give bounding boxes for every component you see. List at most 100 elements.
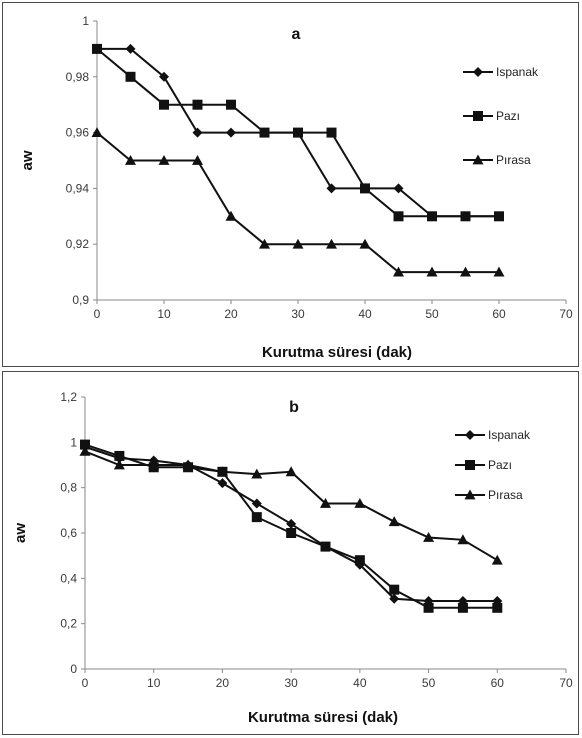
data-point-pazi bbox=[320, 541, 331, 552]
x-tick-label: 30 bbox=[291, 307, 305, 321]
data-point-pazi bbox=[389, 584, 400, 595]
y-tick-label: 0,9 bbox=[72, 293, 89, 307]
x-tick-label: 60 bbox=[491, 676, 505, 690]
series-pazi bbox=[92, 43, 504, 222]
data-point-pirasa bbox=[259, 238, 270, 249]
chart-panel-a: 0,9 0,92 0,94 0,96 0,98 1 0 10 20 30 40 50 60 70 Kurut… bbox=[2, 2, 579, 367]
data-point-pirasa bbox=[388, 516, 400, 527]
data-point-pazi bbox=[125, 71, 136, 82]
data-point-pazi bbox=[80, 439, 90, 450]
y-tick-label: 0,94 bbox=[66, 181, 90, 195]
legend-marker-pirasa bbox=[464, 489, 476, 500]
data-point-pazi bbox=[159, 99, 169, 110]
data-point-ispanak bbox=[125, 43, 136, 54]
legend-marker-ispanak bbox=[465, 430, 475, 440]
series-line-pirasa bbox=[96, 131, 499, 274]
y-tick-label: 0,4 bbox=[60, 571, 77, 585]
legend-item-pazi: Pazı bbox=[463, 109, 520, 123]
data-point-pazi bbox=[427, 211, 437, 222]
data-point-pazi bbox=[460, 211, 471, 222]
legend-item-pirasa: Pırasa bbox=[463, 153, 531, 167]
data-point-pirasa bbox=[182, 459, 194, 470]
data-point-pirasa bbox=[125, 155, 136, 165]
data-point-pazi bbox=[492, 602, 503, 613]
series-pirasa bbox=[79, 445, 503, 565]
data-point-ispanak bbox=[251, 498, 262, 509]
y-tick-label: 1 bbox=[82, 14, 89, 28]
data-point-ispanak bbox=[217, 478, 228, 489]
legend-item-ispanak: Ispanak bbox=[463, 65, 539, 79]
data-point-pirasa bbox=[113, 459, 125, 470]
x-tick-label: 40 bbox=[353, 676, 367, 690]
data-point-ispanak bbox=[226, 127, 236, 138]
chart-b-svg: 0 0,2 0,4 0,6 0,8 1 1,2 0 10 20 30 40 50 60 70 Kurutma … bbox=[12, 390, 573, 726]
x-axis-title: Kurutma süresi (dak) bbox=[248, 709, 398, 726]
data-point-pirasa bbox=[216, 466, 228, 477]
chart-panel-b: 0 0,2 0,4 0,6 0,8 1 1,2 0 10 20 30 40 50 60 70 Kurutma … bbox=[2, 371, 579, 735]
y-tick-label: 0,6 bbox=[60, 526, 77, 540]
data-point-pazi bbox=[393, 211, 404, 222]
data-point-pazi bbox=[286, 528, 297, 538]
y-tick-label: 1 bbox=[70, 435, 77, 449]
y-tick-label: 0,8 bbox=[60, 481, 77, 495]
data-point-pirasa bbox=[354, 498, 366, 508]
data-point-pirasa bbox=[158, 155, 170, 165]
x-tick-label: 10 bbox=[147, 676, 161, 690]
data-point-pirasa bbox=[292, 238, 304, 249]
data-point-pazi bbox=[360, 183, 370, 194]
y-tick-label: 0,96 bbox=[66, 126, 90, 140]
legend-label-pazi: Pazı bbox=[488, 458, 512, 472]
data-point-pazi bbox=[259, 127, 270, 138]
data-point-pirasa bbox=[426, 266, 438, 277]
data-point-pirasa bbox=[359, 238, 371, 249]
legend-label-pirasa: Pırasa bbox=[496, 153, 531, 167]
x-tick-label: 20 bbox=[224, 307, 238, 321]
legend-item-ispanak: Ispanak bbox=[455, 428, 531, 442]
data-point-pazi bbox=[293, 127, 303, 138]
data-point-pirasa bbox=[457, 534, 469, 545]
data-point-pirasa bbox=[491, 554, 503, 565]
y-tick-label: 0,92 bbox=[66, 237, 90, 251]
x-tick-label: 50 bbox=[422, 676, 436, 690]
data-point-pazi bbox=[457, 602, 468, 613]
data-point-pirasa bbox=[326, 238, 337, 249]
x-tick-label: 70 bbox=[559, 676, 573, 690]
y-tick-label: 0,98 bbox=[66, 70, 90, 84]
data-point-pirasa bbox=[393, 266, 404, 277]
data-point-pirasa bbox=[423, 532, 435, 542]
legend-marker-pirasa bbox=[472, 154, 484, 165]
data-point-ispanak bbox=[286, 518, 297, 529]
x-tick-label: 0 bbox=[82, 676, 89, 690]
legend-marker-ispanak bbox=[473, 67, 483, 77]
x-tick-label: 70 bbox=[559, 307, 573, 321]
y-tick-label: 0,2 bbox=[60, 617, 77, 631]
data-point-pazi bbox=[192, 99, 203, 110]
data-point-pazi bbox=[354, 555, 365, 566]
legend-marker-pazi bbox=[465, 460, 475, 470]
y-axis-title: aw bbox=[19, 150, 36, 170]
x-axis-title: Kurutma süresi (dak) bbox=[262, 344, 412, 361]
data-point-pazi bbox=[114, 450, 125, 461]
y-axis-title: aw bbox=[12, 523, 29, 543]
data-point-pazi bbox=[226, 99, 236, 110]
legend-item-pazi: Pazı bbox=[455, 458, 512, 472]
data-point-ispanak bbox=[389, 593, 400, 604]
x-tick-label: 50 bbox=[425, 307, 439, 321]
data-point-pazi bbox=[423, 602, 434, 613]
x-tick-label: 0 bbox=[94, 307, 101, 321]
legend-marker-pazi bbox=[473, 111, 483, 121]
data-point-pazi bbox=[251, 512, 262, 523]
x-tick-label: 10 bbox=[157, 307, 171, 321]
data-point-pirasa bbox=[79, 445, 91, 456]
data-point-pirasa bbox=[320, 498, 331, 508]
data-point-ispanak bbox=[192, 127, 203, 138]
legend-item-pirasa: Pırasa bbox=[455, 488, 523, 502]
legend-label-ispanak: Ispanak bbox=[488, 428, 531, 442]
data-point-pirasa bbox=[251, 468, 263, 479]
legend-label-pirasa: Pırasa bbox=[488, 488, 523, 502]
panel-label: a bbox=[292, 26, 301, 43]
panel-label: b bbox=[289, 399, 299, 416]
data-point-pirasa bbox=[493, 266, 505, 277]
data-point-pirasa bbox=[148, 459, 160, 470]
